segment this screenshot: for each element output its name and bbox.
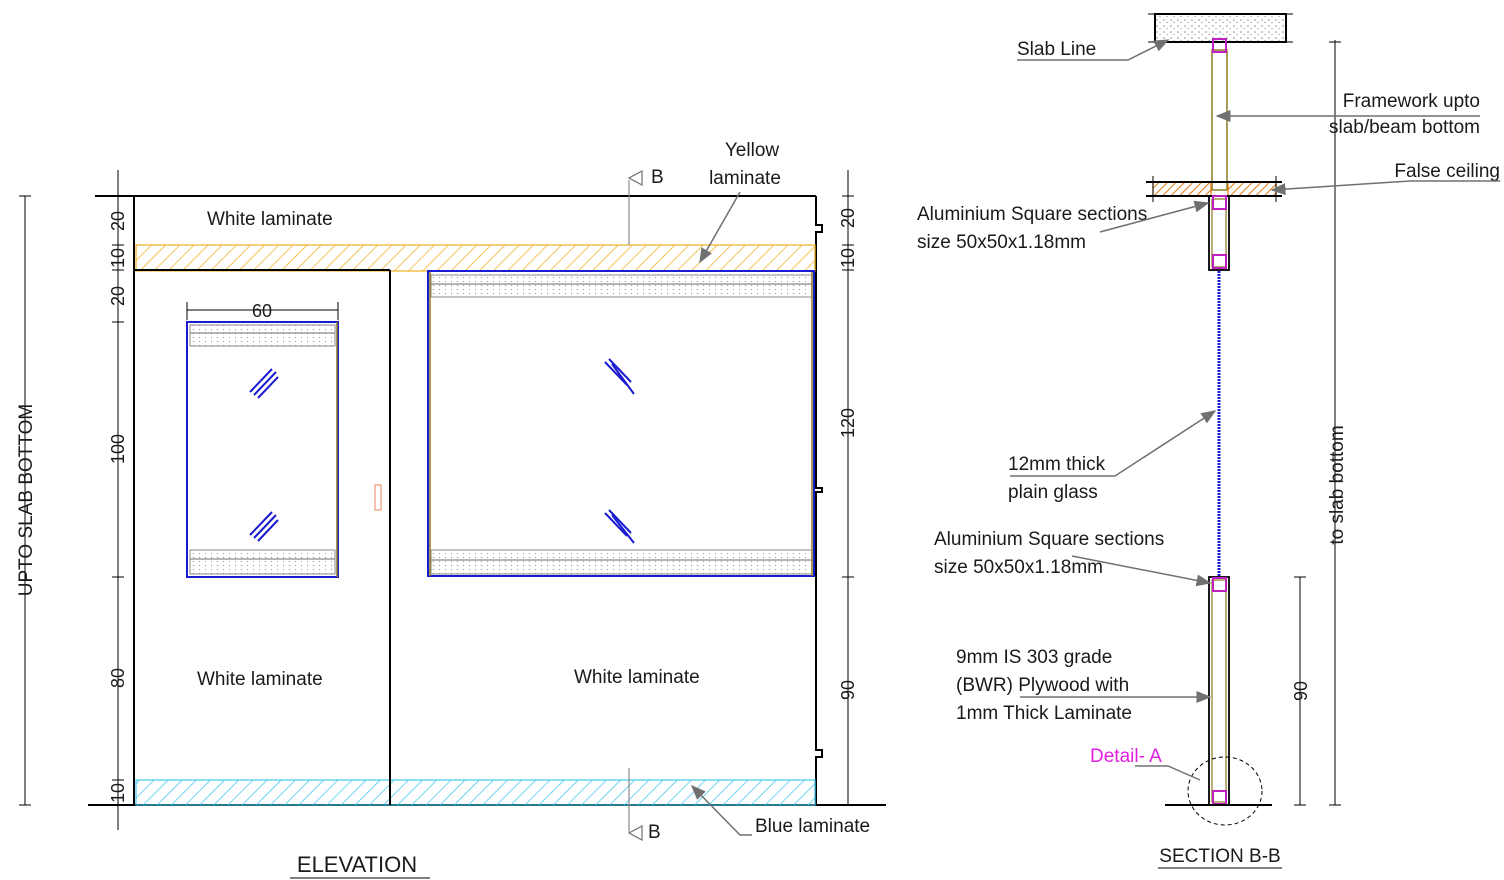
dim-right-4: 90 (838, 680, 858, 700)
aluminium-section-top-lower (1212, 254, 1227, 269)
dimension-overall-left: UPTO SLAB BOTTOM (16, 195, 37, 806)
elevation-right-edge (815, 196, 823, 805)
section-marker-label-bottom: B (648, 822, 661, 843)
blue-laminate-band (135, 779, 816, 806)
glass-reflection-icon (249, 511, 279, 542)
leader-alu-mid (1071, 555, 1212, 587)
glass-reflection-icon (249, 368, 279, 399)
dim-right-2: 10 (838, 248, 858, 268)
dimension-to-slab-bottom: to slab bottom (1327, 40, 1348, 806)
framework-upto-slab (1211, 49, 1228, 191)
dim-left-2: 10 (108, 248, 128, 268)
aluminium-section-top (1212, 195, 1227, 210)
label-blue-laminate: Blue laminate (755, 816, 870, 837)
false-ceiling-left (1152, 181, 1212, 197)
elevation-title: ELEVATION (297, 852, 417, 877)
dimension-window-width: 60 (186, 301, 339, 321)
section-marker-label-top: B (651, 167, 664, 188)
dim-right-1: 20 (838, 208, 858, 228)
label-to-slab-bottom: to slab bottom (1327, 425, 1348, 544)
yellow-laminate-band (135, 244, 816, 272)
slab (1154, 13, 1287, 43)
leader-blue (690, 784, 752, 836)
fixed-glass-window (427, 270, 815, 577)
label-white-laminate-left: White laminate (197, 669, 323, 690)
false-ceiling-right (1227, 181, 1277, 197)
dim-section-90: 90 (1291, 681, 1311, 701)
label-alu-mid-1: Aluminium Square sections (934, 529, 1164, 550)
label-false-ceiling: False ceiling (1394, 161, 1500, 182)
label-framework-1: Framework upto (1343, 91, 1480, 112)
glass-reflection-icon (604, 509, 635, 544)
door-handle (374, 484, 382, 511)
leader-slab-line (1017, 39, 1170, 61)
label-plywood-3: 1mm Thick Laminate (956, 703, 1132, 724)
label-glass-2: plain glass (1008, 482, 1098, 503)
dimension-chain-right: 20 10 120 90 (838, 170, 858, 806)
door-vision-panel (186, 321, 339, 578)
glass-reflection-icon (604, 358, 635, 395)
dim-window-width: 60 (252, 301, 272, 321)
dimension-section-90: 90 (1291, 576, 1311, 806)
label-alu-mid-2: size 50x50x1.18mm (934, 557, 1103, 578)
label-alu-top-2: size 50x50x1.18mm (917, 232, 1086, 253)
elevation: B B White laminate Yellow laminate White… (16, 140, 886, 879)
label-alu-top-1: Aluminium Square sections (917, 204, 1147, 225)
leader-false-ceiling (1270, 180, 1500, 196)
section-title: SECTION B-B (1159, 846, 1280, 867)
label-slab-line: Slab Line (1017, 39, 1096, 60)
section-marker-top: B (627, 167, 664, 245)
label-glass-1: 12mm thick (1008, 454, 1106, 475)
label-yellow-laminate-2: laminate (709, 168, 781, 189)
aluminium-section-mid (1212, 577, 1227, 592)
leader-yellow (699, 191, 741, 264)
leader-glass (1010, 410, 1217, 477)
label-white-laminate-top: White laminate (207, 209, 333, 230)
section-marker-bottom: B (627, 768, 661, 843)
dim-left-1: 20 (108, 211, 128, 231)
label-plywood-1: 9mm IS 303 grade (956, 647, 1112, 668)
label-framework-2: slab/beam bottom (1329, 117, 1480, 138)
label-plywood-2: (BWR) Plywood with (956, 675, 1129, 696)
dim-left-3: 20 (108, 286, 128, 306)
label-white-laminate-right: White laminate (574, 667, 700, 688)
dim-left-4: 100 (108, 434, 128, 464)
detail-a-circle (1187, 756, 1263, 826)
label-upto-slab-bottom: UPTO SLAB BOTTOM (16, 404, 37, 597)
section-b-b: 90 to slab bottom Slab Line Framework up… (917, 13, 1500, 869)
label-detail-a: Detail- A (1090, 746, 1162, 767)
dim-right-3: 120 (838, 408, 858, 438)
dimension-chain-left: 20 10 20 100 80 10 (108, 170, 128, 830)
leader-alu-top (1099, 200, 1210, 233)
label-yellow-laminate-1: Yellow (725, 140, 780, 161)
aluminium-section-slab (1212, 38, 1227, 53)
leader-detail-a (1135, 765, 1201, 781)
dim-left-6: 10 (108, 783, 128, 803)
dim-left-5: 80 (108, 668, 128, 688)
